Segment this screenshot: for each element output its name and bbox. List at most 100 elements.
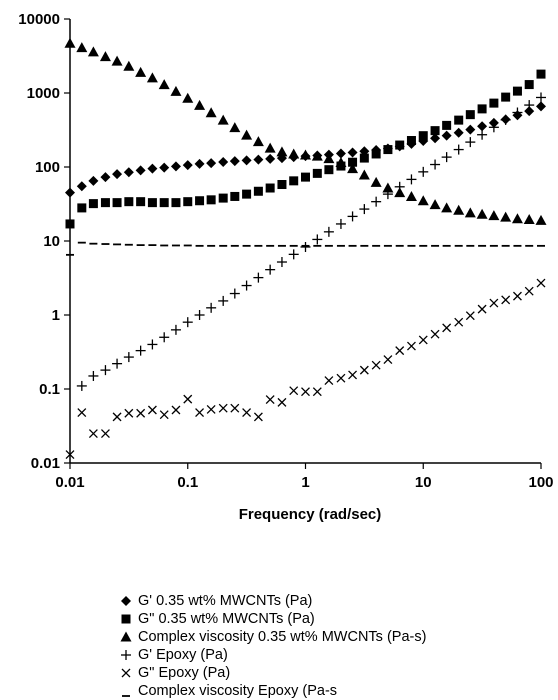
- data-point-cross: [206, 404, 216, 414]
- legend-marker: [120, 631, 132, 642]
- data-point-triangle: [476, 208, 488, 219]
- y-tick-label: 100: [35, 159, 60, 176]
- data-point-square: [183, 197, 193, 207]
- data-point-triangle: [205, 107, 217, 118]
- data-point-cross: [465, 311, 475, 321]
- data-point-triangle: [182, 92, 194, 103]
- data-point-square: [418, 131, 428, 141]
- data-point-triangle: [64, 37, 76, 48]
- data-point-triangle: [382, 182, 394, 193]
- data-point-triangle: [194, 99, 206, 110]
- data-point-cross: [147, 405, 157, 415]
- data-point-square: [536, 69, 546, 79]
- data-point-diamond: [159, 162, 170, 173]
- legend-label: G' Epoxy (Pa): [138, 647, 228, 663]
- x-axis-title: Frequency (rad/sec): [239, 506, 382, 523]
- data-point-square: [242, 189, 252, 199]
- data-point-plus: [135, 345, 146, 356]
- data-point-triangle: [370, 176, 382, 187]
- data-point-triangle: [170, 85, 182, 96]
- x-tick-label: 0.1: [177, 474, 198, 491]
- data-point-cross: [171, 405, 181, 415]
- data-point-cross: [253, 412, 263, 422]
- data-point-square: [348, 157, 358, 167]
- data-point-cross: [301, 387, 310, 397]
- data-point-triangle: [276, 146, 288, 157]
- data-point-plus: [524, 100, 535, 111]
- y-tick-label: 10000: [18, 11, 60, 28]
- data-point-triangle: [535, 214, 547, 225]
- legend-marker: [121, 614, 131, 624]
- data-point-square: [124, 197, 134, 207]
- data-point-triangle: [429, 199, 441, 210]
- data-point-diamond: [347, 147, 358, 158]
- data-point-cross: [183, 394, 193, 404]
- data-point-diamond: [335, 148, 346, 159]
- data-point-plus: [182, 317, 193, 328]
- data-point-plus: [100, 365, 111, 376]
- data-point-plus: [371, 196, 382, 207]
- data-point-triangle: [441, 202, 453, 213]
- data-point-plus: [488, 122, 499, 133]
- data-point-plus: [159, 332, 170, 343]
- data-point-triangle: [158, 79, 170, 90]
- data-point-triangle: [453, 204, 465, 215]
- y-tick-label: 10: [43, 233, 60, 250]
- data-point-cross: [100, 429, 110, 439]
- data-point-plus: [465, 137, 476, 148]
- cross-marker-icon: [118, 666, 134, 680]
- data-point-plus: [229, 288, 240, 299]
- legend-marker: [121, 596, 131, 606]
- legend-label: G" 0.35 wt% MWCNTs (Pa): [138, 611, 315, 627]
- data-point-plus: [112, 358, 123, 369]
- data-point-diamond: [430, 133, 441, 144]
- data-point-square: [136, 197, 146, 207]
- legend-item: Complex viscosity 0.35 wt% MWCNTs (Pa-s): [118, 628, 548, 646]
- legend-marker: [121, 650, 131, 660]
- data-point-diamond: [253, 154, 264, 165]
- data-point-plus: [441, 152, 452, 163]
- legend-item: G' 0.35 wt% MWCNTs (Pa): [118, 592, 548, 610]
- data-point-triangle: [511, 213, 523, 224]
- data-point-triangle: [358, 169, 370, 180]
- data-point-triangle: [288, 148, 300, 159]
- data-point-diamond: [441, 130, 452, 141]
- data-point-plus: [477, 129, 488, 140]
- series-square: [65, 69, 546, 229]
- data-point-cross: [477, 304, 487, 314]
- data-point-plus: [323, 226, 334, 237]
- data-point-triangle: [135, 66, 147, 77]
- data-point-diamond: [112, 169, 123, 180]
- legend-marker: [121, 668, 131, 678]
- data-point-square: [265, 183, 275, 193]
- data-point-cross: [348, 370, 358, 380]
- triangle-marker-icon: [118, 630, 134, 644]
- data-point-plus: [406, 174, 417, 185]
- data-marks: [64, 37, 547, 460]
- data-point-cross: [65, 450, 75, 460]
- chart-plot: 0.01 0.1 1 10 100 1000 10000 0.01 0.1 1 10 100 Freq…: [18, 11, 553, 523]
- legend-item: G' Epoxy (Pa): [118, 646, 548, 664]
- data-point-triangle: [217, 114, 229, 125]
- data-point-square: [406, 136, 416, 146]
- data-point-cross: [88, 429, 98, 439]
- data-point-cross: [159, 410, 169, 420]
- data-point-plus: [347, 211, 358, 222]
- data-point-diamond: [453, 127, 464, 138]
- data-point-square: [253, 186, 263, 196]
- data-point-square: [465, 110, 475, 120]
- data-point-triangle: [488, 210, 500, 221]
- data-point-diamond: [229, 156, 240, 167]
- data-point-cross: [277, 397, 287, 407]
- data-point-cross: [442, 323, 452, 333]
- data-point-square: [324, 165, 334, 175]
- data-point-triangle: [123, 60, 135, 71]
- data-point-cross: [136, 408, 146, 418]
- data-point-cross: [489, 298, 499, 308]
- data-point-square: [383, 145, 393, 155]
- data-point-diamond: [65, 187, 75, 198]
- data-point-plus: [265, 264, 276, 275]
- data-point-diamond: [100, 172, 111, 183]
- data-point-square: [489, 98, 499, 108]
